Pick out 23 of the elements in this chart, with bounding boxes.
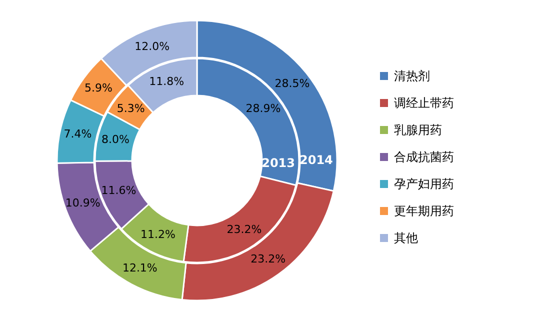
data-label: 28.9% [246,102,281,115]
legend-label: 孕产妇用药 [394,177,454,191]
data-label: 23.2% [226,222,262,236]
data-label: 5.9% [84,81,112,94]
legend-label: 更年期用药 [394,204,454,218]
legend-label: 清热剂 [394,69,430,83]
data-label: 28.5% [274,77,310,90]
data-label: 8.0% [102,133,130,146]
slice-label: 2014 [300,153,333,168]
data-label: 12.1% [122,261,158,274]
data-label: 12.0% [134,40,170,54]
slice-label: 2013 [262,156,296,170]
data-label: 11.8% [149,75,184,88]
data-label: 5.3% [116,102,145,115]
data-label: 11.2% [140,228,176,241]
legend-label: 合成抗菌药 [394,150,454,164]
legend-label: 其他 [394,231,418,245]
data-label: 23.2% [250,252,286,266]
data-label: 11.6% [101,184,136,197]
legend-label: 调经止带药 [394,96,454,110]
data-label: 10.9% [65,196,100,210]
data-label: 7.4% [64,128,92,141]
legend-label: 乳腺用药 [394,123,442,137]
